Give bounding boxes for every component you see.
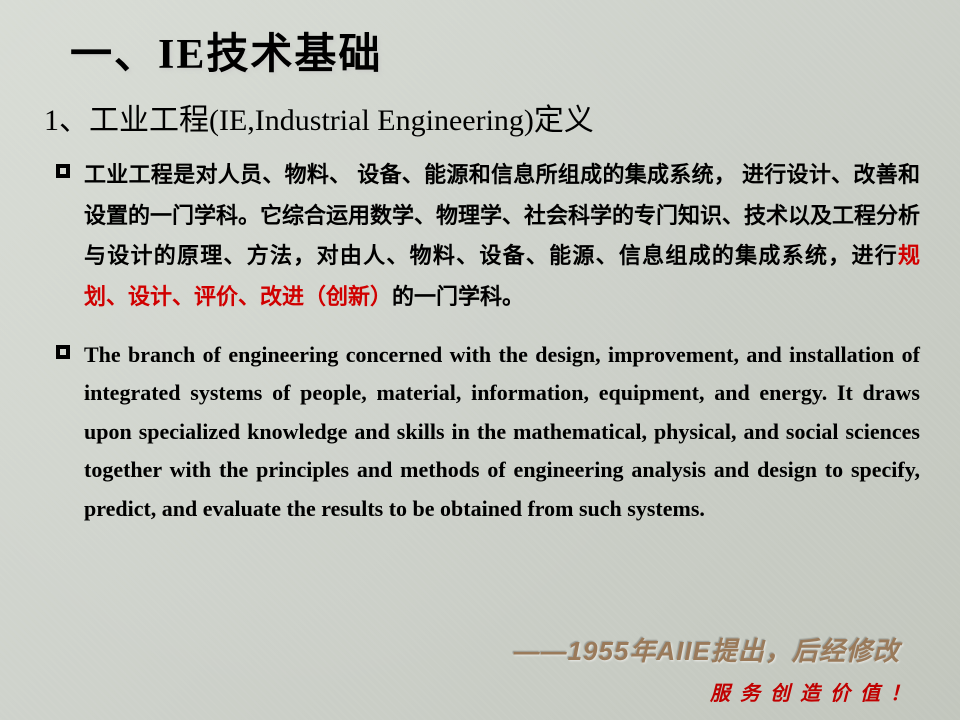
paragraph-chinese: 工业工程是对人员、物料、 设备、能源和信息所组成的集成系统， 进行设计、改善和设… (84, 155, 920, 318)
paragraph-english: The branch of engineering concerned with… (84, 336, 920, 529)
bullet-item-2: The branch of engineering concerned with… (56, 336, 920, 529)
attribution-text: ——1955年AIIE提出，后经修改 (514, 631, 900, 668)
subtitle: 1、工业工程(IE,Industrial Engineering)定义 (44, 95, 920, 139)
bullet-item-1: 工业工程是对人员、物料、 设备、能源和信息所组成的集成系统， 进行设计、改善和设… (56, 155, 920, 318)
main-title: 一、IE技术基础 (70, 20, 920, 81)
bullet-icon (56, 345, 70, 359)
para1-part1: 工业工程是对人员、物料、 设备、能源和信息所组成的集成系统， 进行设计、改善和设… (84, 162, 920, 268)
subtitle-english: (IE,Industrial Engineering) (209, 104, 534, 137)
slide-container: 一、IE技术基础 1、工业工程(IE,Industrial Engineerin… (0, 0, 960, 720)
bullet-icon (56, 164, 70, 178)
footer-slogan: 服务创造价值！ (710, 677, 920, 706)
content-area: 工业工程是对人员、物料、 设备、能源和信息所组成的集成系统， 进行设计、改善和设… (40, 155, 920, 528)
subtitle-prefix: 1、工业工程 (44, 104, 209, 137)
para1-part2: 的一门学科。 (392, 284, 524, 309)
subtitle-suffix: 定义 (534, 104, 594, 137)
